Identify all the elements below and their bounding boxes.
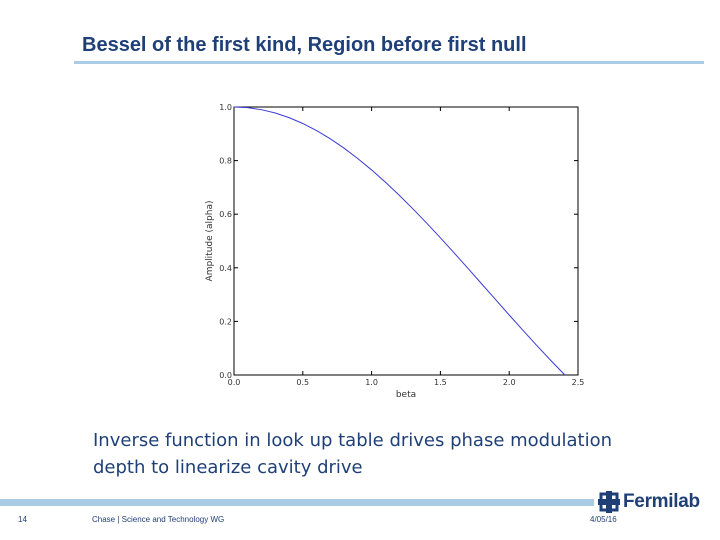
y-tick-label: 0.4 xyxy=(219,264,232,273)
x-tick-label: 1.5 xyxy=(434,378,447,387)
footer-date: 4/05/16 xyxy=(590,515,617,524)
x-axis-label: beta xyxy=(396,390,416,400)
y-tick-label: 0.0 xyxy=(219,371,232,380)
footer-caption: Chase | Science and Technology WG xyxy=(92,515,225,524)
y-tick-label: 1.0 xyxy=(219,103,232,112)
body-line: Inverse function in look up table drives… xyxy=(93,430,613,451)
x-tick-label: 0.0 xyxy=(228,378,241,387)
y-tick-label: 0.8 xyxy=(219,157,232,166)
fermilab-logo-icon xyxy=(598,491,620,513)
x-tick-label: 2.5 xyxy=(572,378,585,387)
x-tick-label: 0.5 xyxy=(296,378,309,387)
footer-bar xyxy=(0,499,594,506)
x-tick-label: 2.0 xyxy=(503,378,516,387)
series-line xyxy=(233,106,566,376)
y-tick-label: 0.6 xyxy=(219,210,232,219)
y-tick-label: 0.2 xyxy=(219,317,232,326)
x-tick-label: 1.0 xyxy=(365,378,378,387)
body-line: depth to linearize cavity drive xyxy=(93,457,363,478)
body-text: Inverse function in look up table drives… xyxy=(93,427,693,481)
title-divider xyxy=(74,61,704,64)
slide-title: Bessel of the first kind, Region before … xyxy=(82,34,527,56)
page-number: 14 xyxy=(18,515,27,524)
y-axis-label: Amplitude (alpha) xyxy=(205,201,215,282)
fermilab-logo: Fermilab xyxy=(598,490,700,514)
logo-text: Fermilab xyxy=(623,491,700,512)
plot-frame xyxy=(233,106,579,376)
